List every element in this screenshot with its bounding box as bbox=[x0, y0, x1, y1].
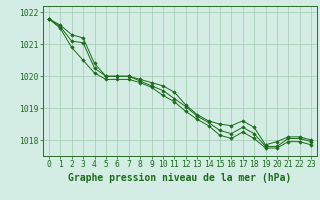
X-axis label: Graphe pression niveau de la mer (hPa): Graphe pression niveau de la mer (hPa) bbox=[68, 173, 292, 183]
